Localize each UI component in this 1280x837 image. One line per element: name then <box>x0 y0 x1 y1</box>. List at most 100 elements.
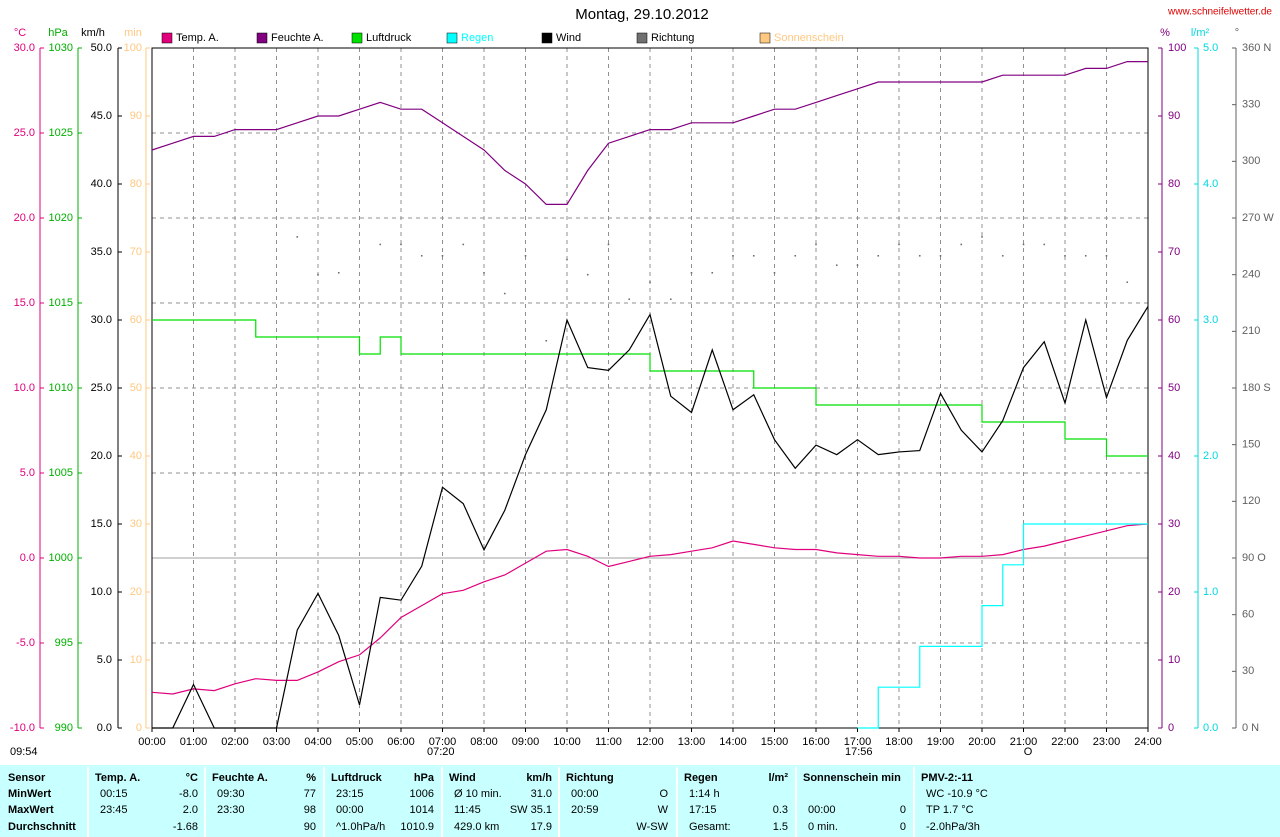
direction-dot <box>462 243 465 246</box>
y-tick-label: 35.0 <box>91 246 112 258</box>
table-background <box>0 765 1280 837</box>
y-tick-label: 4.0 <box>1203 178 1218 190</box>
table-cell: W <box>658 804 669 816</box>
y-tick-label: 0 N <box>1242 722 1259 734</box>
y-tick-label: 20 <box>1168 586 1180 598</box>
column-header: hPa <box>414 772 435 784</box>
y-tick-label: 40 <box>130 450 142 462</box>
column-header: l/m² <box>768 772 788 784</box>
direction-dot <box>1043 243 1046 246</box>
direction-dot <box>400 243 402 246</box>
table-cell: 23:15 <box>336 788 364 800</box>
direction-dot <box>898 243 900 246</box>
annotation: 07:20 <box>427 746 455 758</box>
table-cell: 23:45 <box>100 804 128 816</box>
legend-label: Sonnenschein <box>774 32 844 44</box>
x-tick-label: 06:00 <box>387 736 415 748</box>
x-tick-label: 19:00 <box>927 736 955 748</box>
row-label: MinWert <box>8 788 52 800</box>
y-tick-label: 150 <box>1242 439 1260 451</box>
y-tick-label: 0.0 <box>20 552 35 564</box>
annotation: 17:56 <box>845 746 873 758</box>
table-cell: 17.9 <box>531 821 552 833</box>
x-tick-label: 07:00 <box>429 736 457 748</box>
y-tick-label: 210 <box>1242 325 1260 337</box>
table-cell: 1014 <box>410 804 434 816</box>
y-tick-label: 990 <box>55 722 73 734</box>
direction-dot <box>524 254 527 257</box>
row-label: Durchschnitt <box>8 821 76 833</box>
y-tick-label: 10 <box>130 654 142 666</box>
table-cell: -2.0hPa/3h <box>926 821 980 833</box>
table-cell: 11:45 <box>454 804 481 816</box>
direction-dot <box>877 254 880 257</box>
y-tick-label: 30.0 <box>91 314 112 326</box>
x-tick-label: 16:00 <box>802 736 830 748</box>
direction-dot <box>794 254 797 257</box>
column-header: Richtung <box>566 772 614 784</box>
table-cell: 00:00 <box>336 804 364 816</box>
column-header: Feuchte A. <box>212 772 268 784</box>
y-tick-label: 15.0 <box>14 297 35 309</box>
y-tick-label: 240 <box>1242 269 1260 281</box>
y-tick-label: 120 <box>1242 495 1260 507</box>
y-tick-label: 60 <box>1242 609 1254 621</box>
column-header: Luftdruck <box>331 772 383 784</box>
table-cell: WC -10.9 °C <box>926 788 988 800</box>
legend-swatch <box>161 32 173 44</box>
y-tick-label: 270 W <box>1242 212 1274 224</box>
y-tick-label: 0 <box>1168 722 1174 734</box>
direction-dot <box>420 254 423 257</box>
x-tick-label: 05:00 <box>346 736 374 748</box>
direction-dot <box>1126 281 1129 284</box>
y-tick-label: 1000 <box>49 552 73 564</box>
y-tick-label: 15.0 <box>91 518 112 530</box>
y-tick-label: 100 <box>1168 42 1186 54</box>
direction-dot <box>960 243 963 246</box>
legend-swatch <box>351 32 363 44</box>
y-axis-unit: °C <box>14 27 26 39</box>
y-tick-label: 30.0 <box>14 42 35 54</box>
x-tick-label: 02:00 <box>221 736 249 748</box>
legend-label: Wind <box>556 32 581 44</box>
table-cell: 23:30 <box>217 804 245 816</box>
column-header: Temp. A. <box>95 772 140 784</box>
table-cell: 77 <box>304 788 316 800</box>
legend-label: Luftdruck <box>366 32 412 44</box>
direction-dot <box>815 243 817 246</box>
y-tick-label: -10.0 <box>10 722 35 734</box>
series-line <box>151 523 1149 695</box>
direction-dot <box>1084 254 1087 257</box>
column-header: Sonnenschein min <box>803 772 901 784</box>
series-line <box>152 306 1149 729</box>
legend-label: Regen <box>461 32 493 44</box>
y-tick-label: 50.0 <box>91 42 112 54</box>
y-tick-label: 25.0 <box>14 127 35 139</box>
direction-dot <box>711 271 714 274</box>
y-tick-label: 40.0 <box>91 178 112 190</box>
column-header: km/h <box>526 772 552 784</box>
y-tick-label: 30 <box>1242 665 1254 677</box>
table-cell: 1006 <box>410 788 434 800</box>
table-cell: Ø 10 min. <box>454 788 502 800</box>
legend-swatch <box>446 32 458 44</box>
direction-dot <box>545 339 548 342</box>
direction-dot <box>939 254 942 257</box>
x-tick-label: 09:00 <box>512 736 540 748</box>
legend-label: Temp. A. <box>176 32 219 44</box>
y-axis-unit: % <box>1160 27 1170 39</box>
y-tick-label: 80 <box>1168 178 1180 190</box>
y-tick-label: 330 <box>1242 99 1260 111</box>
table-cell: Gesamt: <box>689 821 731 833</box>
x-tick-label: 00:00 <box>138 736 166 748</box>
direction-dot <box>752 254 755 257</box>
table-cell: TP 1.7 °C <box>926 804 974 816</box>
x-tick-label: 14:00 <box>719 736 747 748</box>
y-tick-label: 995 <box>55 637 73 649</box>
y-tick-label: 5.0 <box>1203 42 1218 54</box>
x-tick-label: 12:00 <box>636 736 664 748</box>
y-tick-label: 70 <box>130 246 142 258</box>
table-cell: 0 min. <box>808 821 838 833</box>
table-cell: 98 <box>304 804 316 816</box>
